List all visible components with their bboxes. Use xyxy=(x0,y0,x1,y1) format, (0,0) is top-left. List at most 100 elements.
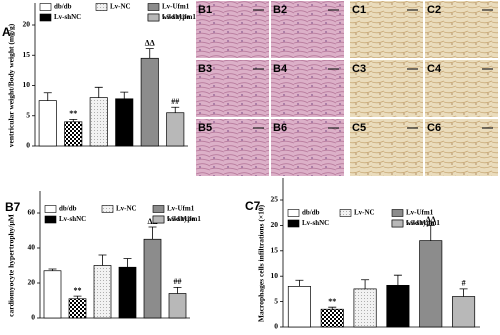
bar xyxy=(168,293,187,319)
bar xyxy=(115,98,134,147)
y-tick-label: 10 xyxy=(23,80,31,89)
y-tick-label: 0 xyxy=(26,141,30,150)
significance-mark: ΔΔ xyxy=(426,215,436,224)
error-bar xyxy=(459,288,468,297)
bar xyxy=(64,121,83,147)
panel-label: C4 xyxy=(427,63,442,75)
legend-swatch xyxy=(152,205,165,213)
legend-label: db/db xyxy=(59,205,77,213)
legend-swatch xyxy=(101,205,114,213)
significance-mark: # xyxy=(462,279,466,288)
significance-mark: ** xyxy=(328,297,336,306)
y-tick-label: 5 xyxy=(26,110,30,119)
bar xyxy=(353,288,377,328)
legend-swatch xyxy=(287,209,300,217)
bar xyxy=(68,298,87,319)
y-tick-label: 20 xyxy=(23,20,31,29)
y-tick-label: 15 xyxy=(271,246,279,255)
bar xyxy=(386,284,410,328)
bar xyxy=(38,100,57,147)
legend-swatch xyxy=(39,13,52,22)
error-bar xyxy=(426,225,435,241)
error-bar xyxy=(148,226,157,240)
significance-mark: ## xyxy=(171,97,179,106)
panel-title: A xyxy=(2,25,11,39)
error-bar xyxy=(69,118,78,122)
legend-label: wild type xyxy=(167,215,194,223)
error-bar xyxy=(120,91,129,99)
panel-title: B7 xyxy=(5,200,21,214)
y-axis-label: cardiomyocyte hypertrophy/μM xyxy=(7,214,16,317)
panel-label: C3 xyxy=(352,63,366,75)
legend-swatch xyxy=(391,209,404,217)
legend-swatch xyxy=(44,215,57,224)
significance-mark: ΔΔ xyxy=(147,217,157,226)
y-tick-label: 60 xyxy=(28,208,36,217)
error-bar xyxy=(361,279,370,289)
legend-swatch xyxy=(391,219,404,228)
panel-label: C1 xyxy=(352,4,366,16)
legend-swatch xyxy=(147,3,160,11)
legend-label: Lv-Ufm1 xyxy=(162,3,190,11)
bar xyxy=(93,265,112,319)
y-tick-label: 20 xyxy=(28,278,36,287)
legend-label: db/db xyxy=(54,3,72,11)
legend-swatch xyxy=(287,219,300,228)
legend-label: Lv-shNC xyxy=(54,13,81,21)
legend-label: db/db xyxy=(302,209,320,217)
significance-mark: ** xyxy=(74,286,82,295)
error-bar xyxy=(94,86,103,98)
panel-label: B2 xyxy=(273,4,287,16)
panel-label: B6 xyxy=(273,122,287,134)
significance-mark: ## xyxy=(174,277,182,286)
error-bar xyxy=(98,254,107,266)
bar xyxy=(43,270,62,319)
legend-swatch xyxy=(39,3,52,11)
significance-mark: ΔΔ xyxy=(145,38,155,47)
bar xyxy=(419,240,443,328)
y-tick-label: 5 xyxy=(274,296,278,305)
panel-label: B4 xyxy=(273,63,288,75)
image-panels: B1 B2 B3 B4 B5 B6 C1 C2 C3 C4 C5 C6 xyxy=(196,1,498,176)
y-tick-label: 15 xyxy=(23,50,31,59)
y-tick-label: 10 xyxy=(271,271,279,280)
error-bar xyxy=(123,258,132,268)
bar xyxy=(166,112,185,147)
legend-label: wild type xyxy=(162,13,189,21)
panel-title: C7 xyxy=(245,199,261,213)
legend-label: Lv-NC xyxy=(116,205,137,213)
panel-label: C5 xyxy=(352,122,366,134)
y-axis-label: Macrophages cells infiltrations (×10) xyxy=(257,204,266,322)
legend-label: Lv-NC xyxy=(354,209,375,217)
legend-swatch xyxy=(152,215,165,224)
legend-label: Lv-shNC xyxy=(302,219,329,227)
panel-label: B5 xyxy=(198,122,212,134)
bar xyxy=(140,57,159,147)
legend-label: Lv-shUfm1 xyxy=(167,215,201,223)
panel-label: C6 xyxy=(427,122,441,134)
y-tick-label: 25 xyxy=(271,195,279,204)
legend-label: Lv-shNC xyxy=(59,215,86,223)
panel-label: C2 xyxy=(427,4,441,16)
legend-label: Lv-shUfm1 xyxy=(162,13,196,21)
error-bar xyxy=(43,92,52,101)
bar xyxy=(89,97,108,147)
legend-swatch xyxy=(339,209,352,217)
y-tick-label: 40 xyxy=(28,243,36,252)
bar xyxy=(452,296,476,328)
error-bar xyxy=(171,106,180,113)
error-bar xyxy=(173,286,182,294)
y-tick-label: 0 xyxy=(274,322,278,331)
error-bar xyxy=(295,279,304,287)
panel-label: B1 xyxy=(198,4,212,16)
significance-mark: ** xyxy=(69,109,77,118)
y-axis-label: ventricular weight/Body weight (mg/g) xyxy=(7,23,16,147)
legend-label: Lv-NC xyxy=(110,3,131,11)
error-bar xyxy=(48,268,57,271)
y-tick-label: 20 xyxy=(271,220,279,229)
bar xyxy=(320,308,344,328)
panel-label: B3 xyxy=(198,63,212,75)
y-tick-label: 0 xyxy=(31,313,35,322)
legend-swatch xyxy=(147,13,160,22)
